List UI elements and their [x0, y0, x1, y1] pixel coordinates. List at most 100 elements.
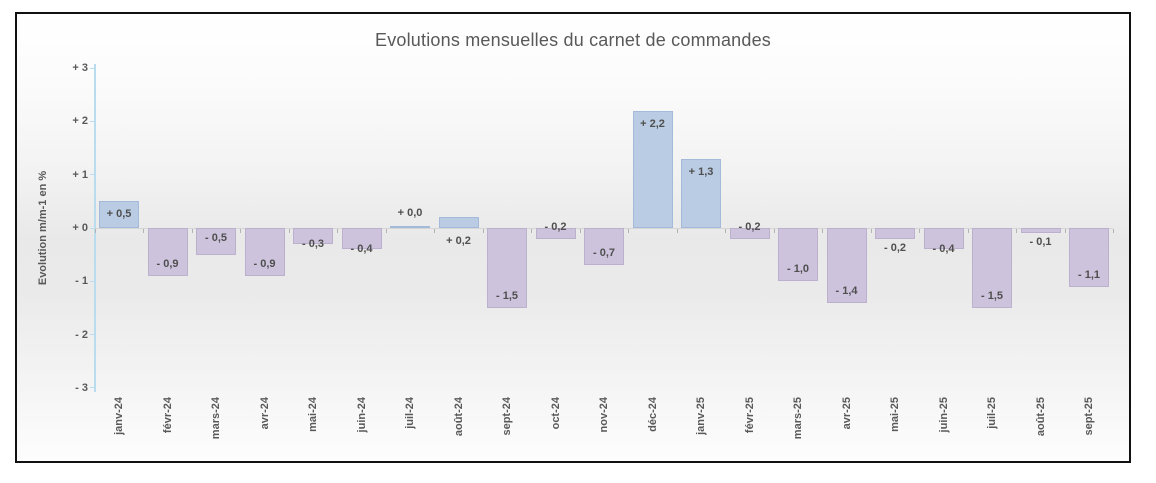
category-axis-tick: [143, 229, 145, 233]
category-axis-tick: [240, 229, 242, 233]
y-axis-tick-label: + 0: [72, 222, 88, 234]
y-axis-tick-label: - 3: [75, 381, 88, 394]
category-axis-tick: [967, 229, 969, 233]
bar-value-label: - 0,2: [738, 221, 761, 233]
bar-value-label: - 1,1: [1077, 268, 1100, 281]
x-axis-category-label: août-25: [1034, 397, 1047, 437]
bar-value-label: - 1,5: [980, 289, 1003, 302]
bar-value-label: - 0,2: [883, 241, 906, 254]
y-axis-tick: [90, 280, 95, 282]
y-axis-tick: [90, 120, 95, 122]
bar-value-label: + 1,3: [688, 165, 714, 178]
y-axis-tick: [90, 334, 95, 336]
bar-value-label: + 0,5: [106, 208, 132, 221]
x-axis-category-label: janv-25: [695, 397, 707, 435]
bar-value-label: - 1,0: [786, 263, 809, 276]
category-axis-tick: [822, 229, 824, 233]
category-axis-tick: [288, 229, 290, 233]
category-axis-tick: [676, 229, 678, 233]
bar: [244, 228, 285, 276]
y-axis-tick-label: - 1: [75, 275, 88, 288]
chart-frame: Evolutions mensuelles du carnet de comma…: [15, 12, 1131, 463]
bar-value-label: - 0,4: [932, 243, 955, 256]
category-axis-tick: [337, 229, 339, 233]
x-axis-category-label: mars-24: [210, 397, 222, 440]
category-axis-tick: [773, 229, 775, 233]
category-axis-tick: [434, 229, 436, 233]
bar: [826, 228, 867, 303]
bar-value-label: - 0,3: [301, 237, 324, 250]
category-axis-tick: [579, 229, 581, 233]
y-axis-tick-label: + 3: [72, 62, 88, 74]
x-axis-category-label: oct-24: [549, 397, 562, 430]
bar-value-label: - 0,7: [592, 247, 615, 260]
x-axis-category-label: févr-25: [743, 397, 756, 434]
chart-title: Evolutions mensuelles du carnet de comma…: [374, 30, 771, 50]
x-axis-category-label: sept-25: [1083, 397, 1095, 436]
category-axis-tick: [531, 229, 533, 233]
x-axis-category-label: févr-24: [161, 397, 174, 434]
x-axis-category-label: juil-24: [404, 397, 416, 429]
x-axis-category-label: mai-24: [307, 397, 319, 432]
bar: [875, 228, 915, 239]
bar-value-label: - 0,4: [350, 243, 373, 256]
y-axis-tick: [90, 67, 95, 69]
bar-value-label: - 0,9: [156, 257, 179, 270]
bar-value-label: - 0,5: [204, 232, 227, 244]
x-axis-category-label: mars-25: [792, 397, 804, 440]
bar: [196, 228, 236, 255]
y-axis-tick: [90, 227, 95, 229]
bar-value-label: + 2,2: [640, 117, 665, 130]
x-axis-category-label: août-24: [452, 397, 465, 437]
category-axis-tick: [1113, 229, 1115, 233]
category-axis-tick: [385, 229, 387, 233]
x-axis-category-label: juin-25: [937, 397, 950, 433]
bar: [972, 228, 1012, 308]
bar: [293, 228, 333, 244]
bar-value-label: + 0,2: [446, 235, 471, 247]
category-axis-tick: [191, 229, 193, 233]
bar: [147, 228, 188, 276]
x-axis-category-label: avr-25: [840, 397, 853, 430]
bar: [729, 228, 770, 239]
y-axis-tick: [90, 387, 95, 389]
x-axis-category-label: déc-24: [646, 397, 659, 432]
bar-value-label: - 0,9: [253, 257, 276, 270]
bar-value-label: - 0,2: [544, 221, 567, 233]
x-axis-category-label: nov-24: [598, 397, 610, 433]
y-axis-tick-label: - 2: [75, 328, 88, 341]
bar-value-label: - 1,5: [495, 289, 518, 302]
bar: [778, 228, 818, 282]
bar: [487, 228, 527, 308]
x-axis-category-label: sept-24: [501, 397, 513, 436]
y-axis-tick-label: + 1: [72, 168, 88, 181]
x-axis-category-label: janv-24: [113, 397, 125, 435]
category-axis-tick: [725, 229, 727, 233]
y-axis-tick: [90, 174, 95, 176]
bar: [1020, 228, 1061, 234]
category-axis-tick: [482, 229, 484, 233]
bar-value-label: + 0,0: [397, 207, 423, 219]
y-axis-tick-label: + 2: [72, 115, 88, 128]
bar-value-label: - 0,1: [1029, 236, 1052, 249]
category-axis-tick: [1064, 229, 1066, 233]
category-axis-tick: [919, 229, 921, 233]
bar: [681, 158, 721, 228]
bar: [438, 217, 479, 228]
x-axis-category-label: avr-24: [258, 397, 271, 430]
category-axis-tick: [870, 229, 872, 233]
bar: [923, 228, 964, 250]
bar: [632, 110, 673, 228]
bar: [99, 201, 139, 228]
bar: [1069, 228, 1109, 287]
bar: [535, 228, 576, 239]
bar: [341, 228, 382, 250]
category-axis-tick: [628, 229, 630, 233]
category-axis-tick: [94, 229, 96, 233]
bar: [390, 226, 430, 228]
bar-value-label: - 1,4: [835, 284, 858, 297]
x-axis-category-label: mai-25: [889, 397, 901, 432]
x-axis-category-label: juin-24: [355, 397, 368, 433]
category-axis-tick: [1016, 229, 1018, 233]
bar: [584, 228, 624, 266]
